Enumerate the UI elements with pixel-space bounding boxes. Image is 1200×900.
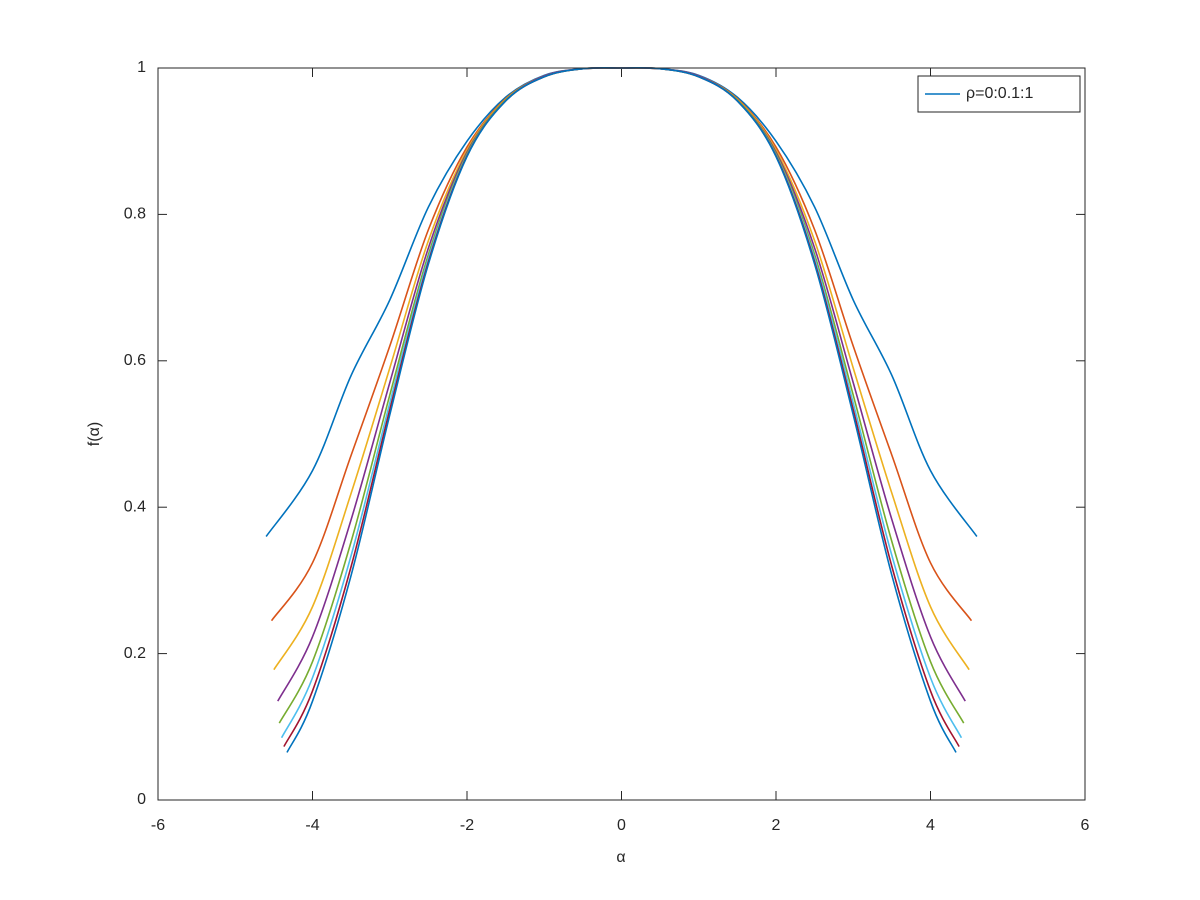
x-tick-label: 0: [617, 817, 626, 834]
y-tick-label: 0.8: [124, 206, 146, 223]
x-axis-label: α: [616, 849, 625, 866]
x-tick-label: 2: [772, 817, 781, 834]
y-axis-label: f(α): [86, 422, 103, 446]
x-tick-label: 6: [1081, 817, 1090, 834]
legend-label: ρ=0:0.1:1: [966, 85, 1033, 102]
y-tick-label: 0: [137, 791, 146, 808]
x-tick-label: -2: [460, 817, 474, 834]
x-tick-label: 4: [926, 817, 935, 834]
y-tick-label: 0.6: [124, 352, 146, 369]
x-tick-label: -6: [151, 817, 165, 834]
plot-box: [157, 67, 1086, 801]
y-tick-label: 0.2: [124, 645, 146, 662]
legend-box: [917, 75, 1081, 113]
x-tick-label: -4: [305, 817, 319, 834]
y-tick-label: 1: [137, 59, 146, 76]
y-tick-label: 0.4: [124, 498, 146, 515]
